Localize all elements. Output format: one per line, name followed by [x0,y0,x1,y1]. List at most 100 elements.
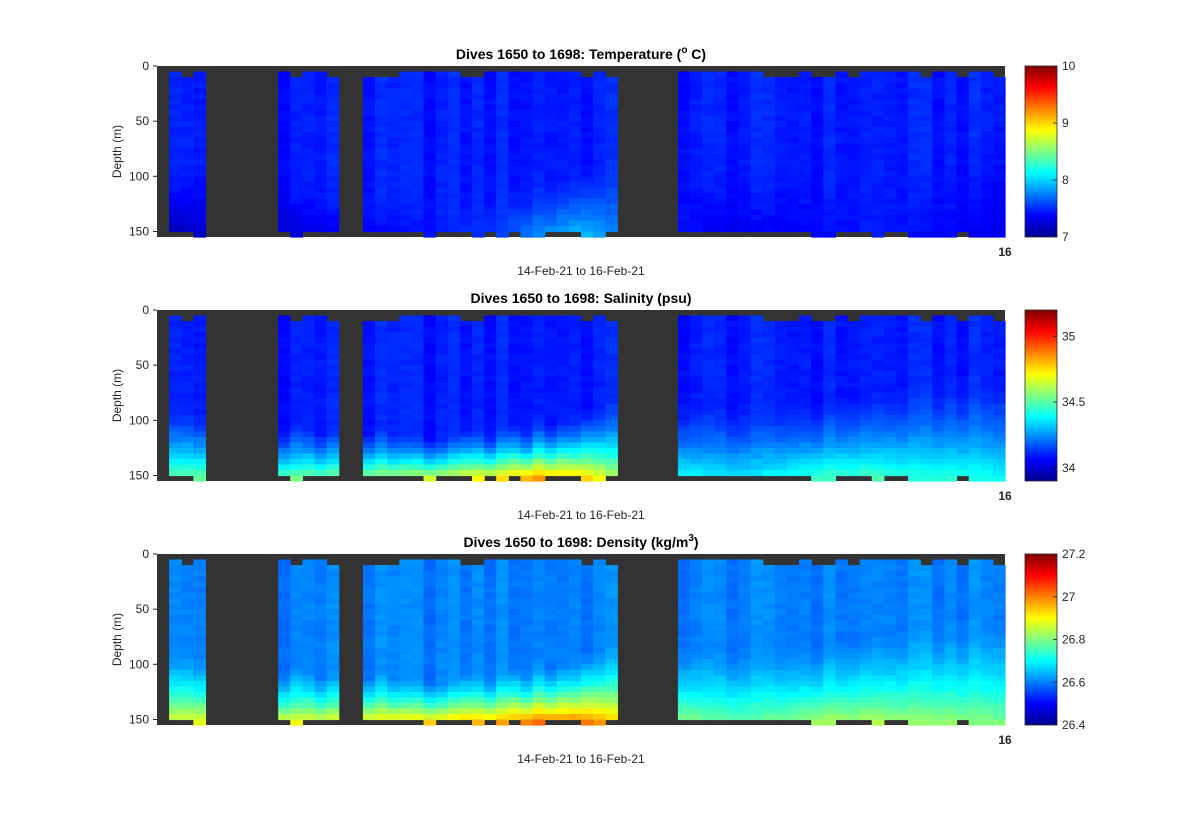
heatmap-cell [714,176,727,183]
heatmap-cell [605,326,618,333]
heatmap-cell [980,137,994,144]
heatmap-cell [702,132,715,139]
heatmap-cell [544,680,558,687]
heatmap-cell [375,387,388,394]
heatmap-cell [944,392,958,399]
heatmap-cell [314,148,328,155]
heatmap-cell [593,176,606,183]
heatmap-cell [581,647,594,654]
heatmap-cell [375,326,388,333]
heatmap-cell [859,653,873,660]
heatmap-cell [786,658,800,665]
heatmap-cell [871,99,885,106]
heatmap-cell [750,442,764,449]
heatmap-cell [908,565,921,572]
heatmap-cell [799,658,812,665]
heatmap-cell [387,209,400,216]
heatmap-cell [762,88,776,95]
heatmap-cell [811,88,824,95]
heatmap-cell [193,702,207,710]
heatmap-cell [908,192,921,199]
heatmap-cell [544,99,558,106]
heatmap-cell [169,387,182,394]
heatmap-cell [423,392,437,399]
heatmap-cell [496,170,509,177]
heatmap-cell [859,609,873,616]
heatmap-cell [702,225,715,233]
heatmap-cell [314,559,328,566]
heatmap-cell [508,93,522,100]
heatmap-cell [690,365,703,372]
heatmap-cell [459,669,473,676]
heatmap-cell [895,631,909,638]
heatmap-cell [690,636,703,643]
heatmap-cell [859,315,873,322]
heatmap-cell [169,77,182,84]
heatmap-cell [690,609,703,616]
heatmap-cell [532,121,546,128]
heatmap-cell [568,620,582,627]
heatmap-cell [302,576,316,583]
heatmap-cell [980,691,994,699]
heatmap-cell [920,620,933,627]
heatmap-cell [908,403,921,410]
heatmap-cell [786,631,800,638]
heatmap-cell [568,326,582,333]
heatmap-cell [459,576,473,583]
heatmap-cell [786,669,800,676]
heatmap-cell [314,104,328,111]
heatmap-cell [835,669,849,676]
heatmap-cell [435,614,449,621]
heatmap-cell [920,159,933,166]
heatmap-cell [544,576,558,583]
heatmap-cell [847,453,861,460]
heatmap-cell [375,337,388,344]
heatmap-cell [447,442,461,449]
heatmap-cell [762,99,776,106]
heatmap-cell [956,165,970,172]
heatmap-cell [496,154,509,161]
heatmap-cell [593,642,606,649]
heatmap-cell [290,170,303,177]
heatmap-cell [932,697,946,704]
heatmap-cell [992,203,1006,211]
heatmap-cell [520,475,534,482]
heatmap-cell [193,436,207,443]
heatmap-cell [750,636,764,643]
heatmap-cell [738,326,752,333]
heatmap-cell [714,713,727,721]
heatmap-cell [786,214,800,222]
heatmap-cell [520,332,534,339]
heatmap-cell [786,598,800,605]
heatmap-cell [278,110,291,117]
heatmap-cell [605,647,618,654]
heatmap-cell [871,137,885,144]
heatmap-cell [435,598,449,605]
heatmap-cell [423,447,437,455]
heatmap-cell [908,425,921,432]
heatmap-cell [726,436,740,443]
heatmap-cell [750,631,764,638]
heatmap-cell [532,359,546,366]
heatmap-cell [496,376,509,383]
heatmap-cell [435,381,449,388]
heatmap-cell [956,115,970,122]
heatmap-cell [895,121,909,128]
heatmap-cell [593,691,606,699]
heatmap-cell [908,603,921,610]
heatmap-cell [496,653,509,660]
heatmap-cell [362,181,376,188]
heatmap-cell [181,348,194,355]
heatmap-cell [290,614,303,621]
heatmap-cell [908,99,921,106]
heatmap-cell [496,447,509,455]
heatmap-cell [762,359,776,366]
heatmap-cell [799,165,812,172]
heatmap-cell [447,398,461,405]
heatmap-cell [908,370,921,377]
heatmap-cell [823,159,836,166]
heatmap-cell [556,370,570,377]
heatmap-cell [362,431,376,438]
heatmap-cell [871,115,885,122]
heatmap-cell [362,669,376,676]
